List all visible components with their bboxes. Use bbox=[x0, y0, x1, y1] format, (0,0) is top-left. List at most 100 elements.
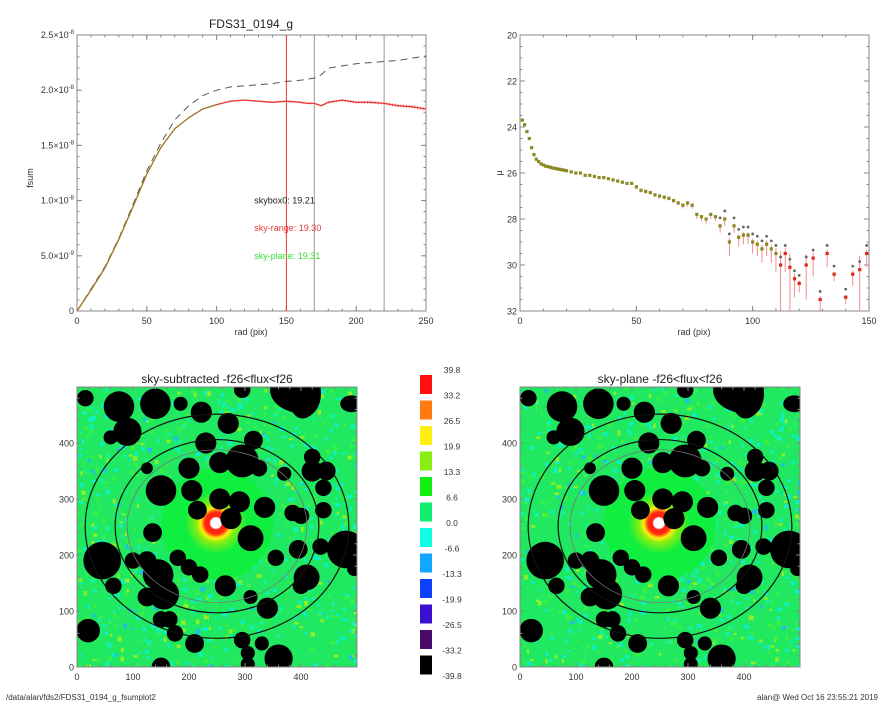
masked-source bbox=[254, 636, 269, 651]
noise-pixel bbox=[174, 436, 178, 441]
noise-pixel bbox=[672, 619, 677, 624]
noise-pixel bbox=[197, 450, 202, 455]
noise-pixel bbox=[330, 640, 336, 645]
noise-pixel bbox=[543, 430, 548, 434]
noise-pixel bbox=[139, 639, 143, 643]
noise-pixel bbox=[701, 584, 706, 588]
noise-pixel bbox=[711, 461, 716, 467]
data-point bbox=[760, 247, 764, 251]
noise-pixel bbox=[592, 619, 597, 623]
noise-pixel bbox=[785, 635, 788, 641]
noise-pixel bbox=[325, 615, 330, 619]
noise-pixel bbox=[129, 609, 135, 613]
noise-pixel bbox=[708, 435, 712, 439]
noise-pixel bbox=[790, 581, 795, 586]
noise-pixel bbox=[339, 524, 345, 528]
noise-pixel bbox=[160, 638, 163, 641]
noise-pixel bbox=[561, 659, 565, 664]
noise-pixel bbox=[173, 447, 179, 450]
masked-source bbox=[181, 480, 203, 502]
noise-pixel bbox=[612, 468, 617, 473]
noise-pixel bbox=[169, 474, 172, 478]
noise-pixel bbox=[749, 482, 753, 487]
noise-pixel bbox=[124, 578, 130, 583]
noise-pixel bbox=[224, 665, 229, 667]
noise-pixel bbox=[317, 582, 323, 585]
series-line-skybox0 bbox=[76, 55, 427, 312]
noise-pixel bbox=[136, 663, 140, 666]
noise-pixel bbox=[786, 662, 791, 665]
data-point bbox=[737, 235, 741, 239]
noise-pixel bbox=[105, 662, 109, 667]
noise-pixel bbox=[220, 393, 224, 398]
noise-pixel bbox=[187, 418, 190, 423]
noise-pixel bbox=[106, 459, 109, 463]
noise-pixel bbox=[676, 601, 681, 605]
noise-pixel bbox=[118, 503, 121, 508]
noise-pixel bbox=[221, 402, 226, 408]
noise-pixel bbox=[665, 608, 671, 612]
noise-pixel bbox=[661, 387, 665, 392]
noise-pixel bbox=[170, 661, 174, 666]
noise-pixel bbox=[545, 658, 548, 664]
data-point-skybox bbox=[804, 255, 808, 259]
data-point bbox=[620, 180, 624, 184]
data-point-range bbox=[858, 268, 862, 272]
noise-pixel bbox=[652, 388, 657, 391]
x-tick-label: 100 bbox=[568, 672, 583, 682]
noise-pixel bbox=[343, 596, 349, 600]
noise-pixel bbox=[330, 531, 334, 535]
noise-pixel bbox=[355, 622, 357, 628]
masked-source bbox=[124, 552, 142, 569]
noise-pixel bbox=[339, 636, 345, 640]
colorbar-label: 6.6 bbox=[446, 493, 458, 503]
noise-pixel bbox=[349, 629, 354, 633]
noise-pixel bbox=[573, 485, 579, 489]
noise-pixel bbox=[102, 517, 106, 523]
noise-pixel bbox=[774, 635, 779, 640]
noise-pixel bbox=[137, 651, 142, 654]
noise-pixel bbox=[733, 414, 736, 419]
masked-source bbox=[680, 525, 707, 552]
noise-pixel bbox=[298, 430, 301, 434]
data-point bbox=[557, 167, 562, 171]
data-point-skybox bbox=[865, 244, 869, 247]
masked-source bbox=[731, 539, 751, 559]
noise-pixel bbox=[93, 533, 97, 538]
noise-pixel bbox=[203, 659, 209, 663]
colorbar-label: 19.9 bbox=[444, 442, 461, 452]
noise-pixel bbox=[89, 580, 93, 583]
masked-source bbox=[113, 417, 142, 446]
noise-pixel bbox=[285, 482, 291, 487]
noise-pixel bbox=[334, 513, 338, 517]
data-point-skybox bbox=[793, 269, 796, 273]
noise-pixel bbox=[288, 497, 294, 502]
x-tick-label: 200 bbox=[349, 316, 364, 326]
noise-pixel bbox=[554, 492, 559, 496]
noise-pixel bbox=[776, 437, 780, 441]
noise-pixel bbox=[568, 629, 573, 634]
noise-pixel bbox=[571, 487, 574, 491]
noise-pixel bbox=[698, 577, 703, 582]
noise-pixel bbox=[126, 588, 130, 593]
noise-pixel bbox=[781, 453, 785, 457]
noise-pixel bbox=[177, 440, 181, 444]
noise-pixel bbox=[705, 425, 710, 428]
noise-pixel bbox=[276, 634, 281, 637]
data-point bbox=[709, 212, 713, 216]
noise-pixel bbox=[263, 435, 268, 439]
noise-pixel bbox=[141, 627, 147, 631]
noise-pixel bbox=[553, 470, 559, 474]
noise-pixel bbox=[110, 633, 113, 637]
masked-source bbox=[288, 539, 308, 559]
noise-pixel bbox=[266, 550, 271, 554]
noise-pixel bbox=[247, 583, 251, 588]
masked-source bbox=[228, 491, 250, 513]
noise-pixel bbox=[531, 524, 536, 528]
noise-pixel bbox=[259, 447, 262, 452]
noise-pixel bbox=[218, 399, 221, 405]
noise-pixel bbox=[157, 542, 160, 546]
noise-pixel bbox=[570, 620, 575, 625]
noise-pixel bbox=[81, 547, 86, 551]
noise-pixel bbox=[784, 419, 788, 424]
